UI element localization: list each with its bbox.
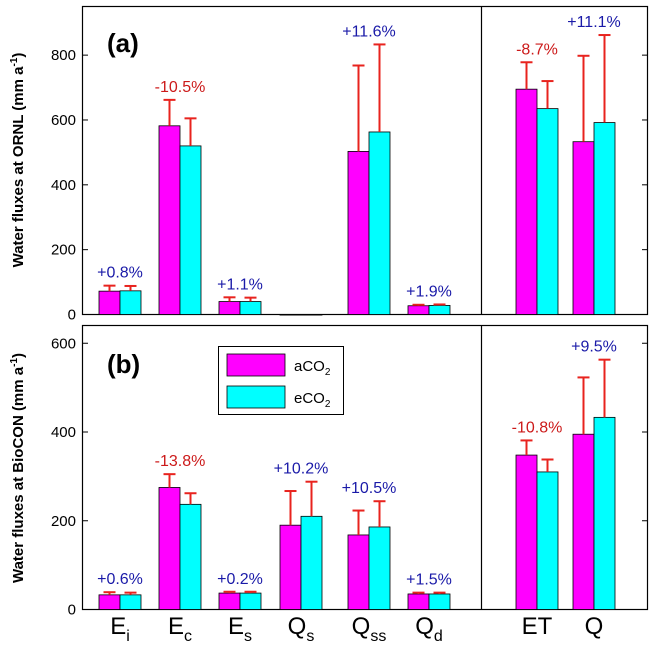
panel-b-bar-aCO2-Qs (279, 524, 302, 610)
panel-a-bar-aCO2-Q (572, 141, 595, 315)
panel-b-ytick-label: 0 (68, 602, 76, 619)
legend: aCO2 eCO2 (218, 346, 344, 415)
panel-a-ytick-label: 0 (68, 307, 76, 324)
panel-b-label: (b) (107, 349, 140, 379)
panel-b-bar-eCO2-Q (593, 416, 616, 610)
panel-a-ytick-label: 400 (51, 177, 76, 194)
panel-a-bar-eCO2-Q (593, 122, 616, 315)
xtick-label-Ei: Ei (110, 613, 130, 645)
panel-b-bar-aCO2-Q (572, 433, 595, 610)
panel-a-plot: 0 200 400 600 800 +0.8% -10.5% +1.1% +11.6% +1.9%… (51, 14, 648, 324)
panel-a-label: (a) (107, 28, 139, 58)
panel-b-bar-aCO2-Ec (158, 487, 181, 610)
panel-a-change-label-Es: +1.1% (217, 276, 263, 293)
legend-swatch-eco2 (226, 385, 286, 409)
panel-a-bar-aCO2-Qss (347, 151, 370, 315)
panel-b-bar-eCO2-Ei (119, 594, 142, 610)
panel-b-bar-aCO2-Qss (347, 534, 370, 610)
panel-a-bar-eCO2-ET (536, 108, 559, 315)
panel-a-change-label-Ec: -10.5% (155, 79, 206, 96)
panel-a-ytick-label: 200 (51, 242, 76, 259)
panel-a-bar-aCO2-Qd (407, 305, 430, 315)
panel-b-plot: 0 200 400 600 +0.6% -13.8% +0.2% +10.2% +10.5% +1… (51, 335, 648, 619)
panel-a-ytick-label: 800 (51, 47, 76, 64)
panel-a-change-label-Qd: +1.9% (406, 283, 452, 300)
panel-b-bar-eCO2-Ec (179, 503, 202, 610)
panel-b-change-label-Ec: -13.8% (155, 453, 206, 470)
panel-a-bar-eCO2-Es (239, 301, 262, 315)
xtick-label-Qs: Qs (288, 613, 315, 645)
legend-label-aco2: aCO2 (294, 358, 331, 378)
panel-a-bar-aCO2-Qs (279, 314, 302, 316)
panel-a-change-label-Qss: +11.6% (342, 23, 396, 40)
panel-a-bar-aCO2-Ec (158, 125, 181, 315)
panel-b-bar-eCO2-Qd (428, 593, 451, 610)
panel-a-bar-aCO2-Es (218, 301, 241, 315)
panel-b-ytick-label: 200 (51, 513, 76, 530)
panel-a-bar-eCO2-Qss (368, 131, 391, 315)
panel-b-ylabel: Water fluxes at BioCON (mm a-1) (9, 353, 27, 583)
panel-b-bar-aCO2-ET (515, 454, 538, 610)
panel-b-change-label-ET: -10.8% (512, 419, 563, 436)
panel-b-change-label-Ei: +0.6% (97, 571, 143, 588)
panel-b-bar-eCO2-Es (239, 592, 262, 610)
panel-b-ytick-label: 400 (51, 424, 76, 441)
panel-a-bar-aCO2-Ei (98, 290, 121, 315)
panel-b-change-label-Es: +0.2% (217, 571, 263, 588)
panel-a-bar-aCO2-ET (515, 88, 538, 315)
panel-b-change-label-Qd: +1.5% (406, 572, 452, 589)
xtick-label-Ec: Ec (168, 613, 192, 645)
panel-a-bar-eCO2-Qs (300, 314, 323, 316)
panel-b-bar-eCO2-Qss (368, 526, 391, 610)
panel-b-bar-eCO2-Qs (300, 515, 323, 610)
panel-b-bar-aCO2-Es (218, 592, 241, 610)
panel-b-bar-eCO2-ET (536, 471, 559, 610)
xtick-label-ET: ET (522, 613, 553, 640)
panel-a-bar-eCO2-Ei (119, 290, 142, 315)
panel-b-ytick-label: 600 (51, 335, 76, 352)
xtick-label-Es: Es (228, 613, 252, 645)
panel-b-bar-aCO2-Qd (407, 593, 430, 610)
panel-b-change-label-Q: +9.5% (571, 339, 617, 356)
legend-label-eco2: eCO2 (294, 390, 331, 410)
panel-a-change-label-Ei: +0.8% (97, 265, 143, 282)
panel-a-bar-eCO2-Ec (179, 145, 202, 315)
panel-a-change-label-ET: -8.7% (516, 41, 558, 58)
panel-b-bar-aCO2-Ei (98, 594, 121, 610)
xtick-label-Q: Q (585, 613, 604, 640)
panel-b-change-label-Qs: +10.2% (274, 461, 329, 478)
panel-a-ylabel: Water fluxes at ORNL (mm a-1) (9, 53, 27, 268)
x-axis-category-labels: Ei Ec Es Qs Qss Qd ET Q (110, 613, 603, 645)
panel-a-change-label-Q: +11.1% (567, 14, 621, 31)
panel-a-bar-eCO2-Qd (428, 305, 451, 315)
panel-b-change-label-Qss: +10.5% (342, 480, 397, 497)
panel-a-ytick-label: 600 (51, 112, 76, 129)
xtick-label-Qd: Qd (415, 613, 443, 645)
legend-swatch-aco2 (226, 353, 286, 377)
xtick-label-Qss: Qss (352, 613, 387, 645)
